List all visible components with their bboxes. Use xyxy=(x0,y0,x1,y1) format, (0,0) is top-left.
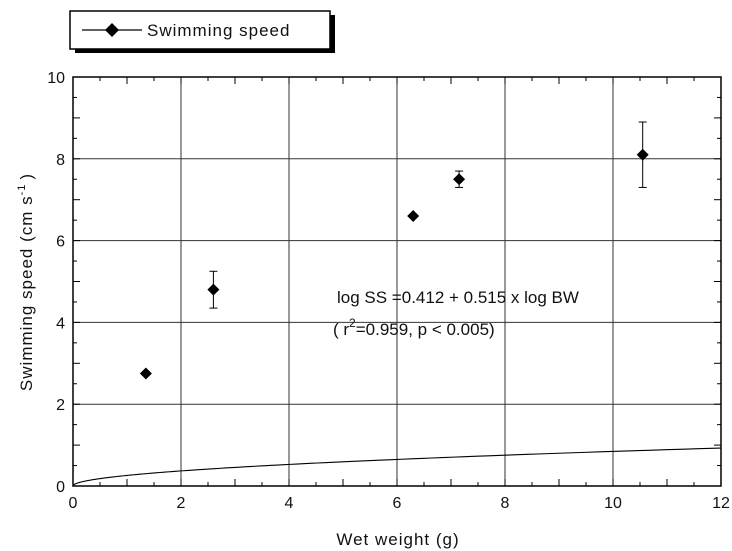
tick-labels: 0 2 4 6 8 10 12 0 2 4 6 8 10 xyxy=(47,70,730,512)
grid xyxy=(73,77,721,486)
data-point-marker xyxy=(453,173,466,186)
x-tick-label: 0 xyxy=(69,495,78,512)
legend-marker xyxy=(105,23,119,37)
fit-curve xyxy=(73,447,722,486)
y-tick-label: 4 xyxy=(56,315,65,332)
y-axis-title: Swimming speed (cm s-1) xyxy=(16,173,36,391)
data-point-marker xyxy=(636,148,649,161)
stats-sup: 2 xyxy=(349,316,356,330)
x-tick-label: 10 xyxy=(604,495,622,512)
y-axis-title-sup: -1 xyxy=(16,184,28,196)
y-axis-title-close: ) xyxy=(17,173,36,180)
y-axis-title-main: Swimming speed (cm s xyxy=(17,195,36,391)
y-tick-label: 8 xyxy=(56,152,65,169)
x-tick-label: 6 xyxy=(393,495,402,512)
x-tick-label: 4 xyxy=(285,495,294,512)
x-axis-title: Wet weight (g) xyxy=(336,530,459,549)
y-tick-label: 10 xyxy=(47,70,65,87)
stats-rest: =0.959, p < 0.005) xyxy=(356,320,495,339)
stats-open: ( r xyxy=(333,320,349,339)
data-point-marker xyxy=(207,283,220,296)
plot-frame xyxy=(72,76,722,487)
equation-annotation: log SS =0.412 + 0.515 x log BW xyxy=(337,288,579,307)
x-tick-label: 12 xyxy=(712,495,730,512)
legend-label: Swimming speed xyxy=(147,21,290,40)
y-tick-label: 6 xyxy=(56,234,65,251)
error-bars xyxy=(209,121,647,309)
legend: Swimming speed xyxy=(69,10,335,53)
data-point-marker xyxy=(407,210,420,223)
data-points xyxy=(139,148,649,380)
x-tick-label: 8 xyxy=(501,495,510,512)
y-tick-label: 0 xyxy=(56,479,65,496)
data-point-marker xyxy=(139,367,152,380)
y-tick-label: 2 xyxy=(56,397,65,414)
x-tick-label: 2 xyxy=(177,495,186,512)
stats-annotation: ( r2=0.959, p < 0.005) xyxy=(333,316,495,339)
